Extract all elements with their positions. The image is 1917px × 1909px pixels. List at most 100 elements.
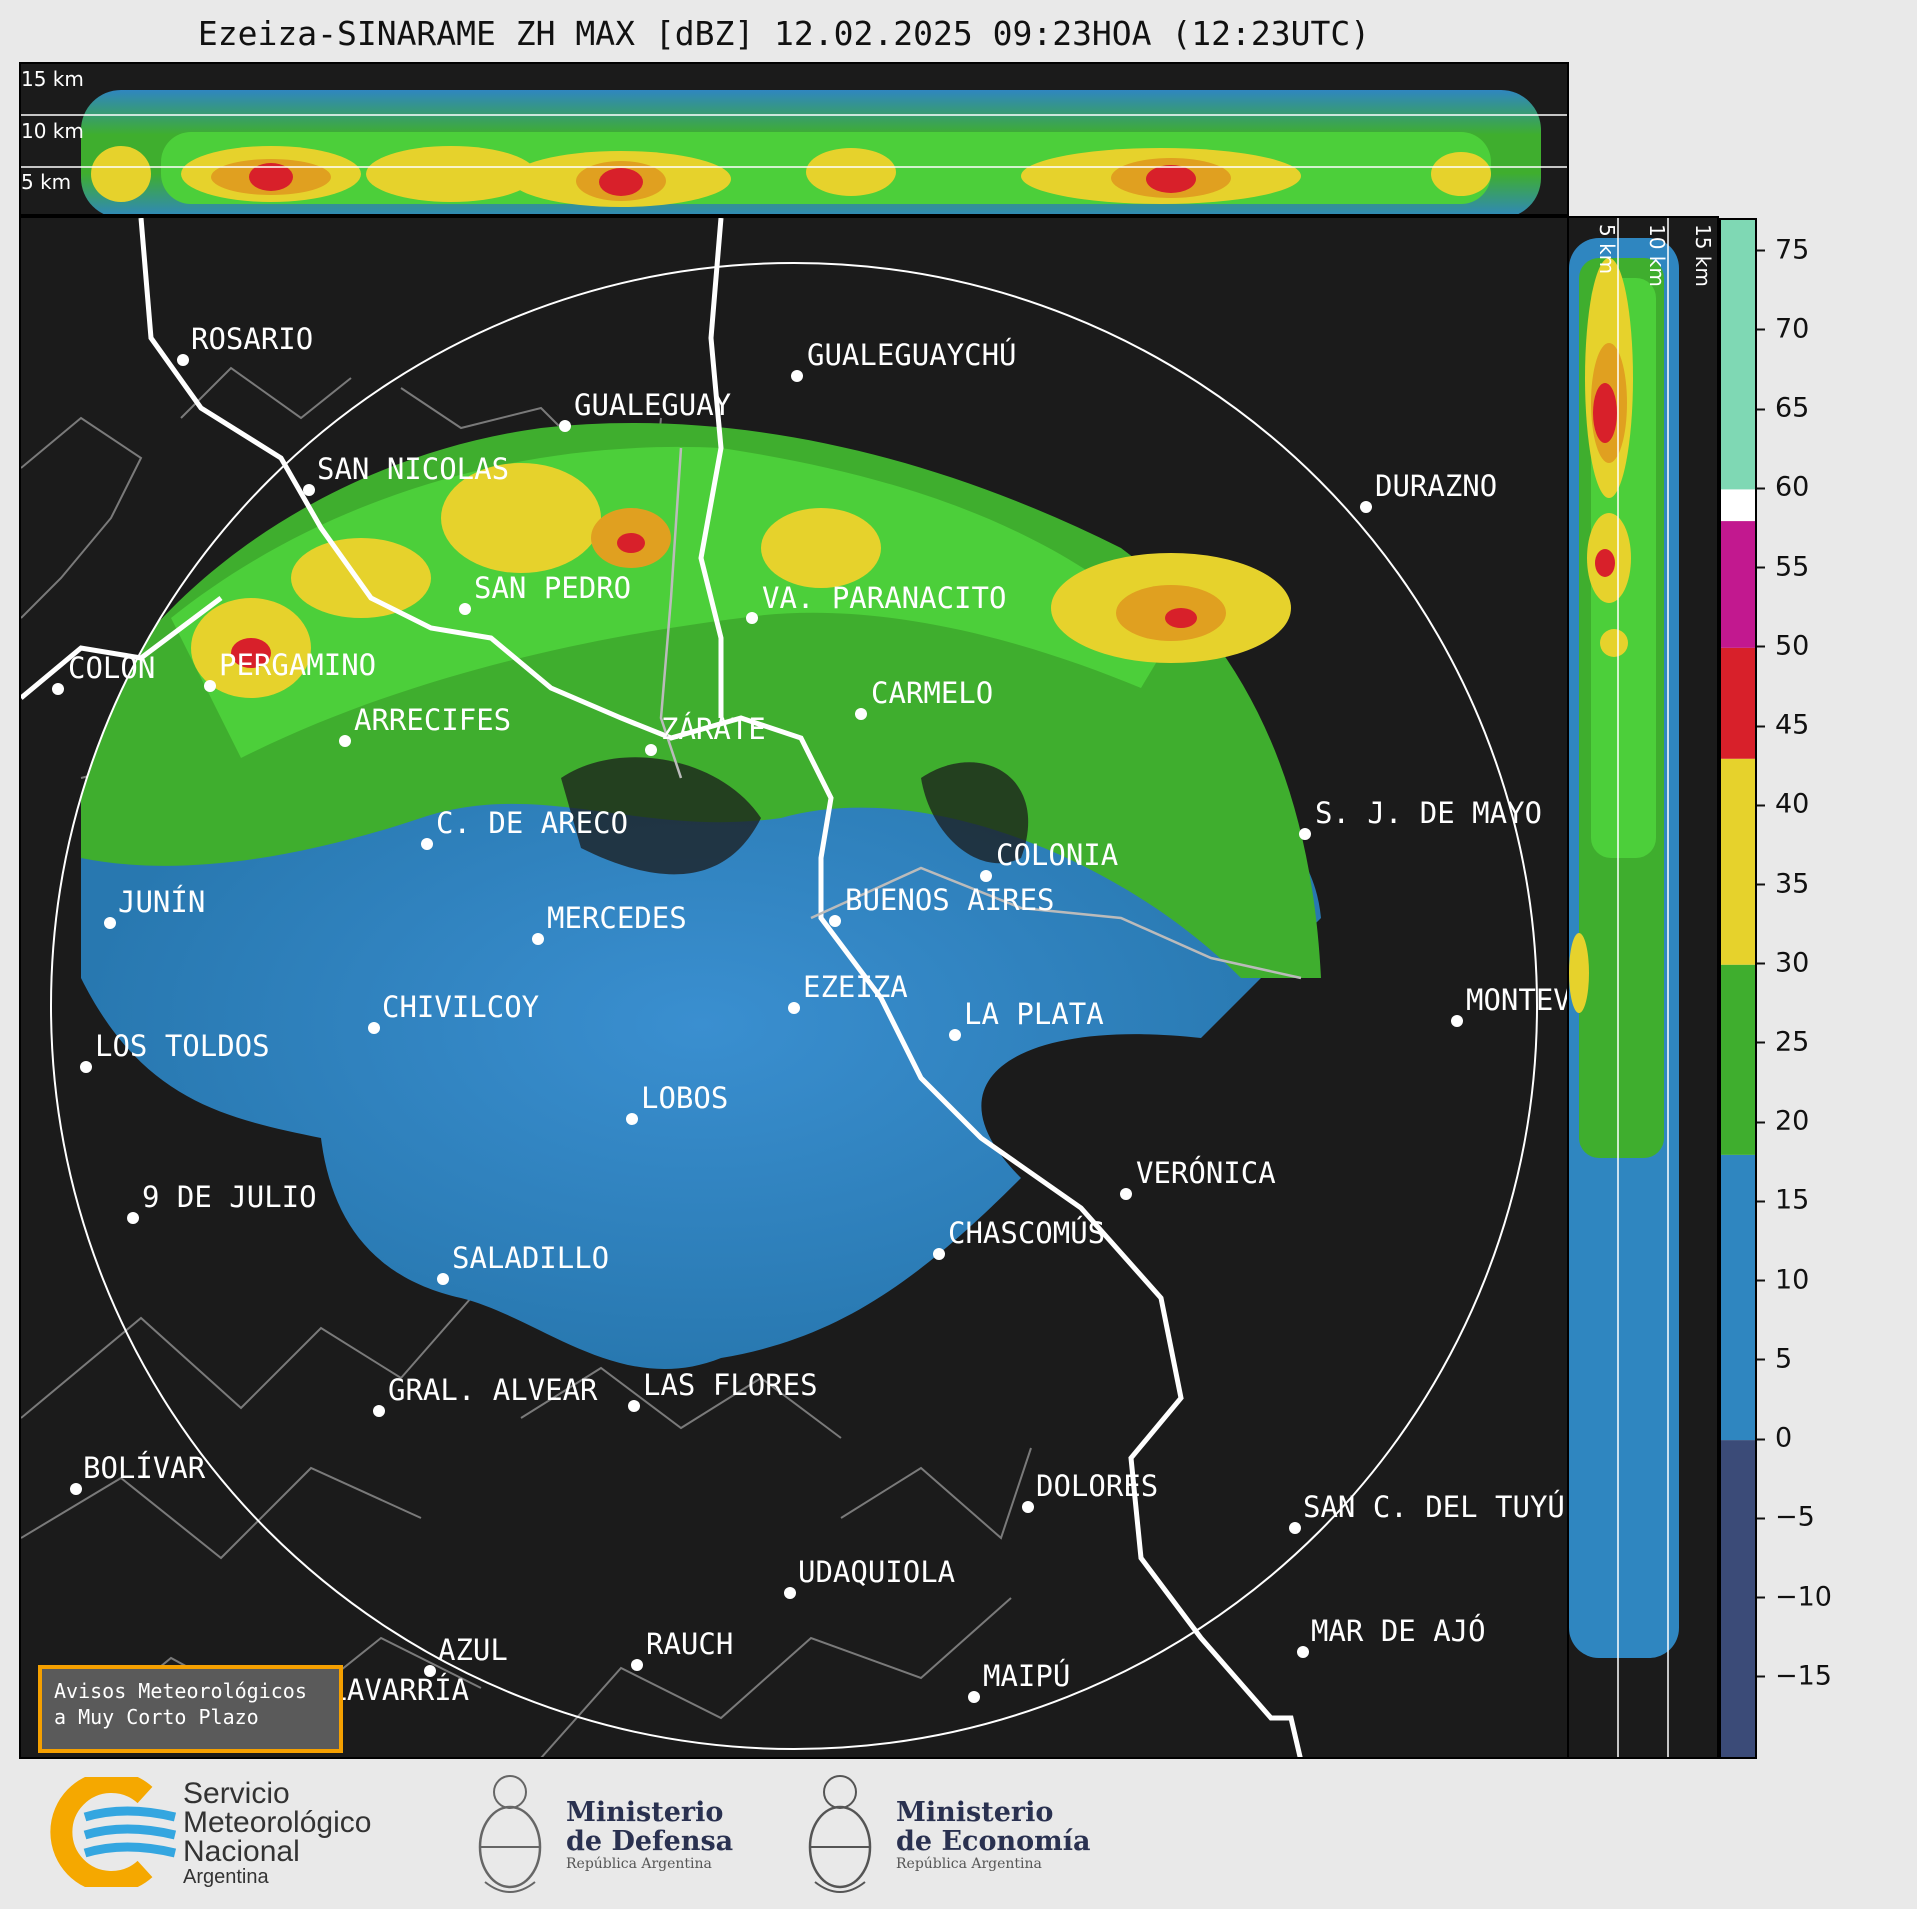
city-dot-san-pedro: [459, 603, 471, 615]
smn-logo-text: Servicio Meteorológico Nacional Argentin…: [183, 1779, 371, 1889]
city-label-udaquiola: UDAQUIOLA: [798, 1555, 956, 1589]
city-label-zarate: ZÁRATE: [661, 712, 766, 746]
colorbar-tick: 65: [1757, 393, 1809, 424]
city-dot-la-plata: [949, 1029, 961, 1041]
colorbar-tick: 30: [1757, 947, 1809, 978]
colorbar-band-7: [1721, 220, 1755, 490]
city-dot-rosario: [177, 354, 189, 366]
radar-map-canvas: [21, 218, 1538, 1757]
colorbar-tick: 70: [1757, 313, 1809, 344]
city-label-va-paranacito: VA. PARANACITO: [762, 581, 1007, 615]
city-dot-colon: [52, 683, 64, 695]
side-cross-section-echoes: [1569, 218, 1679, 1757]
city-dot-montevideo: [1451, 1015, 1463, 1027]
city-label-saladillo: SALADILLO: [452, 1241, 610, 1275]
city-dot-dolores: [1022, 1501, 1034, 1513]
avisos-notice-button[interactable]: Avisos Meteorológicos a Muy Corto Plazo: [38, 1665, 343, 1753]
colorbar-band-1: [1721, 1154, 1755, 1441]
city-label-sj-de-mayo: S. J. DE MAYO: [1315, 796, 1542, 830]
defensa-logo-text: Ministerio de Defensa República Argentin…: [566, 1798, 733, 1872]
city-dot-pergamino: [204, 680, 216, 692]
colorbar-tick: 55: [1757, 551, 1809, 582]
uruguay-coast: [810, 866, 1302, 980]
side-cross-section-strip: 5 km 10 km 15 km: [1569, 216, 1719, 1759]
city-label-gualeguaychu: GUALEGUAYCHÚ: [807, 338, 1017, 372]
city-dot-azul: [424, 1665, 436, 1677]
city-dot-mar-de-ajo: [1297, 1646, 1309, 1658]
city-label-rauch: RAUCH: [646, 1627, 734, 1661]
city-label-pergamino: PERGAMINO: [219, 648, 377, 682]
city-dot-gualeguay: [559, 420, 571, 432]
city-dot-colonia: [980, 870, 992, 882]
city-dot-udaquiola: [784, 1587, 796, 1599]
colorbar-tick: 5: [1757, 1343, 1792, 1374]
city-dot-chivilcoy: [368, 1022, 380, 1034]
colorbar-band-3: [1721, 758, 1755, 965]
height-label-5km: 5 km: [21, 170, 72, 194]
top-cross-section-echoes: [21, 90, 1567, 214]
city-dot-zarate: [645, 744, 657, 756]
smn-line1: Servicio: [183, 1777, 290, 1810]
city-label-los-toldos: LOS TOLDOS: [95, 1029, 270, 1063]
colorbar-tick: −15: [1757, 1660, 1832, 1691]
city-label-arrecifes: ARRECIFES: [354, 703, 512, 737]
dbz-colorbar: [1719, 218, 1757, 1759]
city-dot-rauch: [631, 1659, 643, 1671]
city-label-gualeguay: GUALEGUAY: [574, 388, 732, 422]
colorbar-tick: 15: [1757, 1185, 1809, 1216]
city-label-san-c-del-tuyu: SAN C. DEL TUYÚ: [1303, 1490, 1565, 1524]
city-label-durazno: DURAZNO: [1375, 469, 1498, 503]
city-dot-gualeguaychu: [791, 370, 803, 382]
economia-line3: República Argentina: [896, 1856, 1042, 1872]
city-dot-arrecifes: [339, 735, 351, 747]
colorbar-band-5: [1721, 521, 1755, 648]
colorbar-tick: 60: [1757, 472, 1809, 503]
city-dot-c-de-areco: [421, 838, 433, 850]
radar-map[interactable]: ROSARIO GUALEGUAYCHÚ GUALEGUAY SAN NICOL…: [19, 216, 1569, 1759]
city-dot-junin: [104, 917, 116, 929]
city-label-la-plata: LA PLATA: [964, 997, 1104, 1031]
side-height-label-10km: 10 km: [1645, 224, 1669, 287]
city-label-azul: AZUL: [438, 1633, 508, 1667]
city-label-colonia: COLONIA: [996, 838, 1119, 872]
city-label-chascomus: CHASCOMÚS: [948, 1216, 1106, 1250]
city-dot-durazno: [1360, 501, 1372, 513]
colorbar-tick: 75: [1757, 234, 1809, 265]
chart-title: Ezeiza-SINARAME ZH MAX [dBZ] 12.02.2025 …: [197, 14, 1371, 53]
avisos-line1: Avisos Meteorológicos: [54, 1679, 307, 1703]
colorbar-band-6: [1721, 489, 1755, 522]
city-label-colon: COLON: [68, 651, 156, 685]
side-height-label-5km: 5 km: [1595, 224, 1619, 275]
city-label-buenos-aires: BUENOS AIRES: [845, 883, 1055, 917]
city-label-san-nicolas: SAN NICOLAS: [317, 452, 510, 486]
city-label-rosario: ROSARIO: [191, 322, 314, 356]
footer-logos: Servicio Meteorológico Nacional Argentin…: [0, 1762, 1917, 1909]
city-label-9-de-julio: 9 DE JULIO: [142, 1180, 317, 1214]
river-branch: [659, 447, 683, 779]
smn-logo-icon: [50, 1777, 177, 1887]
city-label-mar-de-ajo: MAR DE AJÓ: [1311, 1614, 1486, 1648]
city-label-montevideo: MONTEV: [1466, 983, 1569, 1017]
colorbar-tick: 40: [1757, 789, 1809, 820]
city-label-dolores: DOLORES: [1036, 1469, 1159, 1503]
city-label-maipu: MAIPÚ: [983, 1659, 1071, 1693]
colorbar-tick: 35: [1757, 868, 1809, 899]
coastline: [21, 218, 1303, 1757]
city-dot-va-paranacito: [746, 612, 758, 624]
colorbar-band-0: [1721, 1440, 1755, 1757]
city-label-veronica: VERÓNICA: [1136, 1156, 1276, 1190]
city-dot-buenos-aires: [829, 915, 841, 927]
side-height-label-15km: 15 km: [1691, 224, 1715, 287]
city-dot-lobos: [626, 1113, 638, 1125]
colorbar-tick: −10: [1757, 1581, 1832, 1612]
city-label-carmelo: CARMELO: [871, 676, 994, 710]
colorbar-tick: 25: [1757, 1026, 1809, 1057]
top-cross-section-strip: 15 km 10 km 5 km: [19, 62, 1569, 216]
city-dot-veronica: [1120, 1188, 1132, 1200]
economia-logo-text: Ministerio de Economía República Argenti…: [896, 1798, 1090, 1872]
city-dot-san-nicolas: [303, 484, 315, 496]
city-label-las-flores: LAS FLORES: [643, 1368, 818, 1402]
city-dot-ezeiza: [788, 1002, 800, 1014]
city-label-gral-alvear: GRAL. ALVEAR: [388, 1373, 598, 1407]
radar-range-ring: [50, 262, 1538, 1750]
